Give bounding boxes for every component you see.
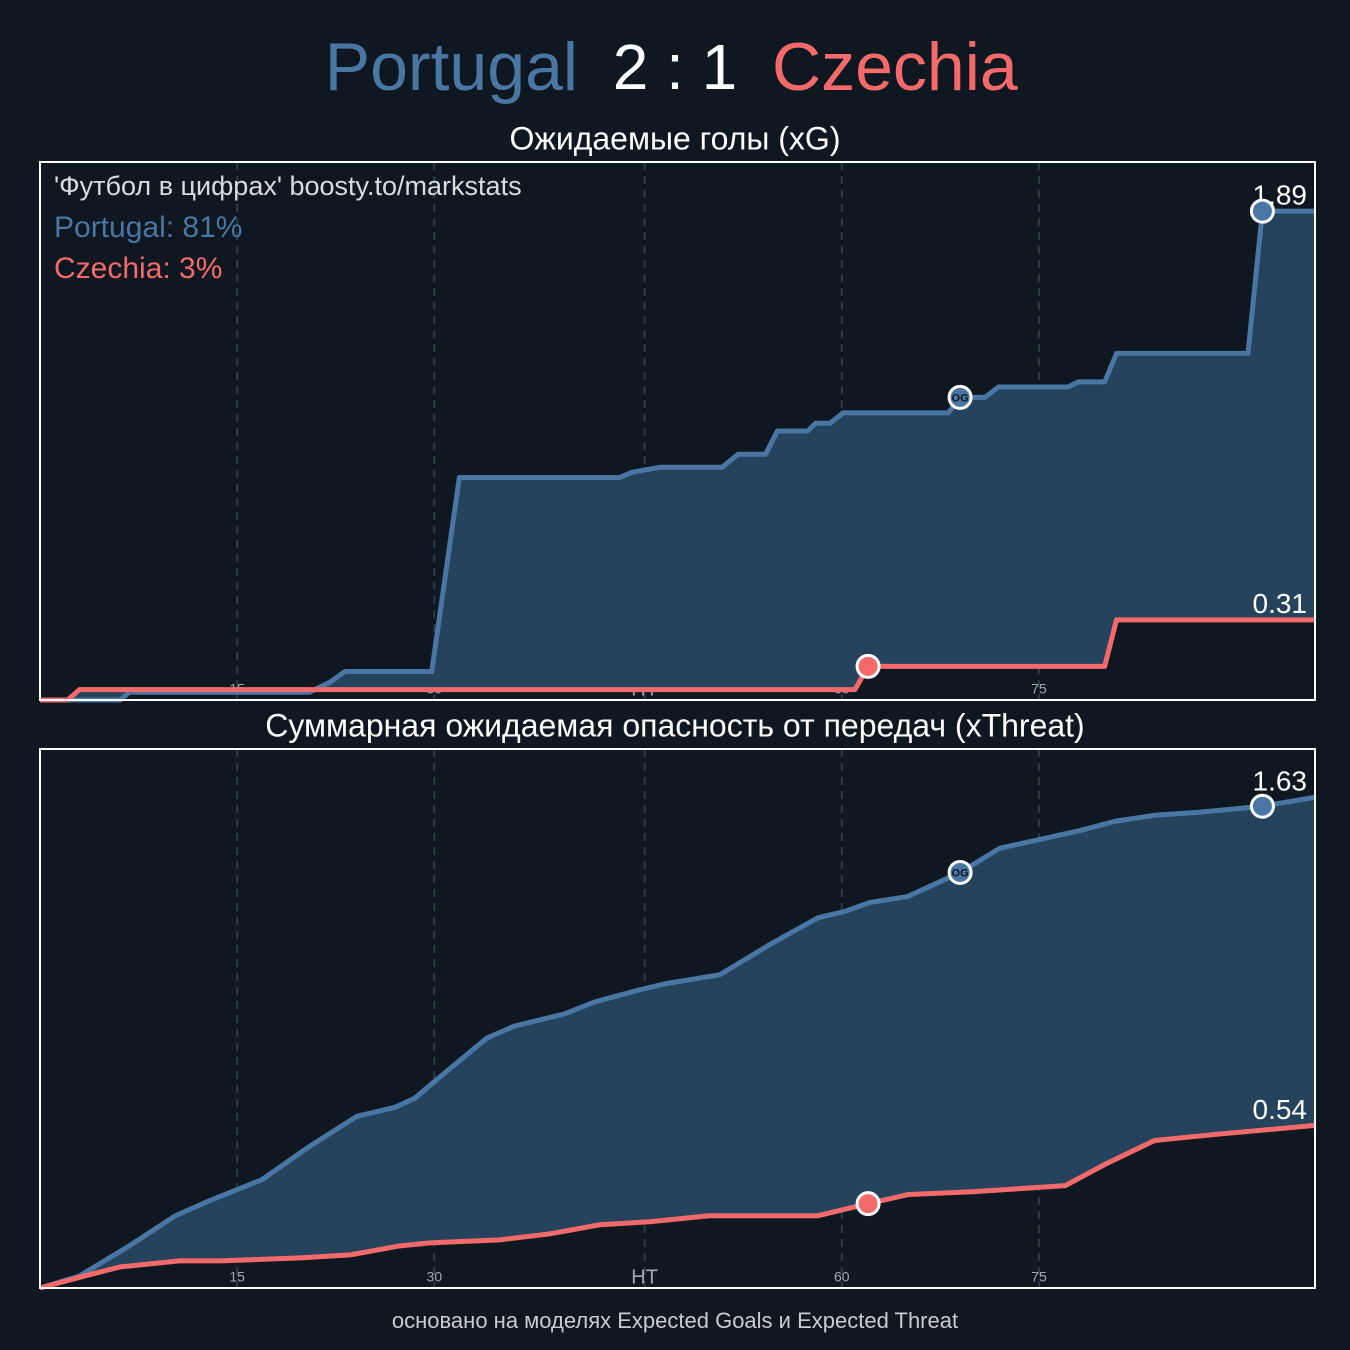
annotation: Portugal: 81% — [54, 211, 242, 244]
footer: основано на моделях Expected Goals и Exp… — [392, 1308, 958, 1333]
goal-marker — [947, 384, 973, 410]
series-line — [40, 208, 1315, 703]
goal-marker — [855, 1191, 881, 1217]
end-label: 0.31 — [1253, 588, 1308, 619]
chart-title: Ожидаемые голы (xG) — [510, 120, 841, 156]
home-team: Portugal — [325, 29, 578, 105]
goal-marker — [1249, 198, 1275, 224]
away-team: Czechia — [772, 29, 1018, 105]
chart-title: Суммарная ожидаемая опасность от передач… — [265, 707, 1084, 743]
plot-frame — [39, 161, 1316, 701]
x-tick-label: 30 — [427, 1269, 443, 1285]
x-tick-label: 75 — [1031, 1269, 1047, 1285]
end-label: 1.63 — [1253, 766, 1308, 797]
area — [40, 797, 1315, 1288]
area — [40, 211, 1315, 700]
marker-label: OG — [952, 867, 969, 879]
goal-marker — [855, 653, 881, 679]
goal-marker — [947, 859, 973, 885]
score: 2 : 1 — [613, 31, 738, 103]
end-label: 0.54 — [1253, 1094, 1308, 1125]
goal-marker — [1249, 793, 1275, 819]
annotation: Czechia: 3% — [54, 252, 222, 285]
x-tick-label: 75 — [1031, 681, 1047, 697]
annotation: 'Футбол в цифрах' boosty.to/markstats — [54, 171, 522, 201]
plot-frame — [39, 748, 1316, 1289]
x-tick-label: 60 — [834, 1269, 850, 1285]
x-tick-label: 15 — [229, 1269, 245, 1285]
x-tick-label: HT — [631, 1266, 658, 1288]
series-line — [39, 794, 1316, 1291]
series-line — [39, 1122, 1316, 1291]
series-line — [40, 617, 1315, 703]
marker-label: OG — [952, 392, 969, 404]
